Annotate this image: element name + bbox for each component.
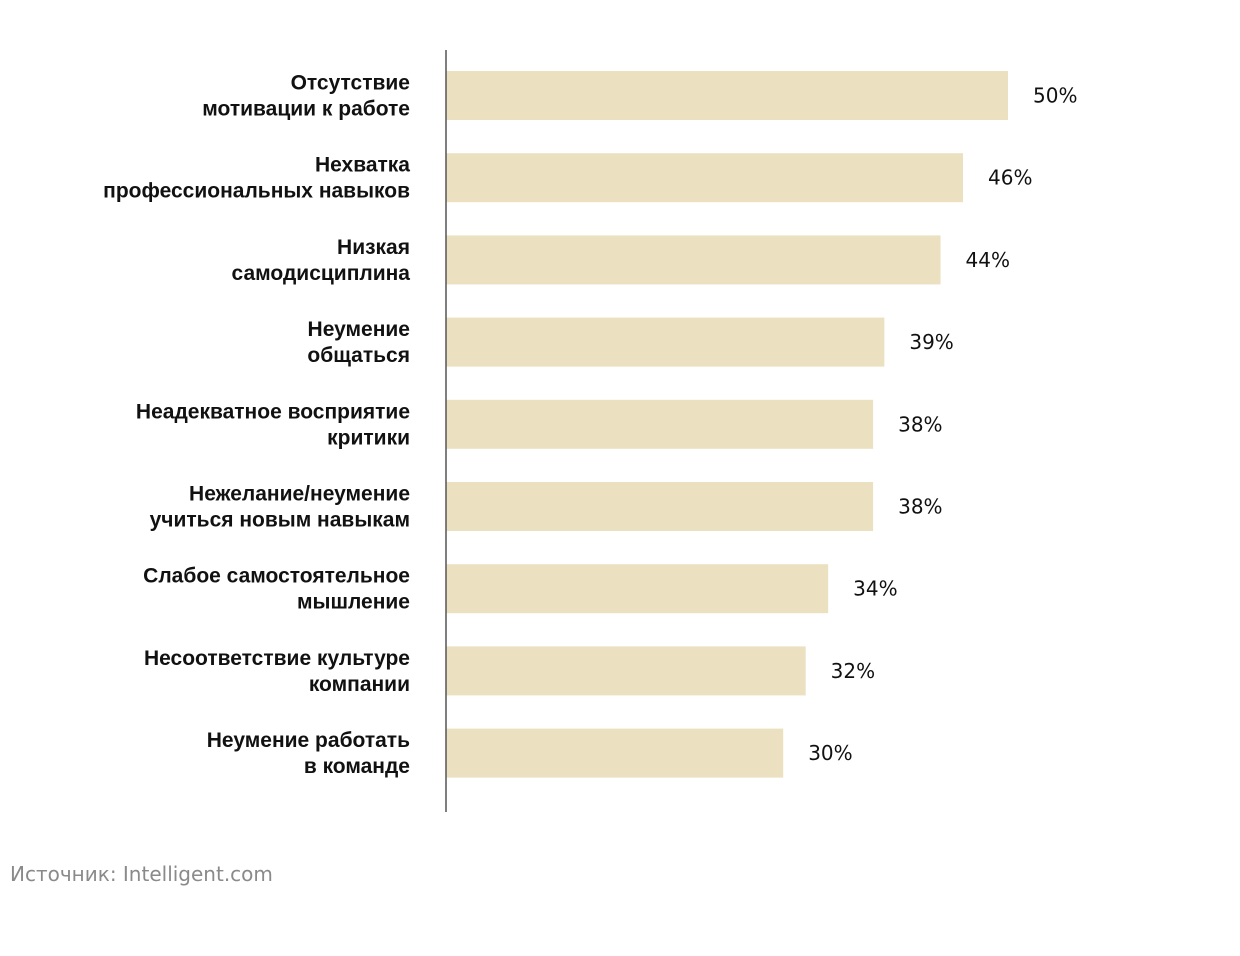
bar	[446, 728, 784, 778]
bar	[446, 317, 885, 367]
data-label: 39%	[909, 330, 953, 354]
data-label: 30%	[808, 741, 852, 765]
category-label: Отсутствие мотивации к работе	[202, 71, 410, 120]
category-label-line: Нехватка	[315, 153, 410, 176]
category-label-line: мышление	[297, 590, 410, 613]
bar-chart: 50% Отсутствие мотивации к работе 46% Нехват…	[103, 50, 1077, 812]
category-label-line: Несоответствие культуре	[144, 646, 410, 669]
category-label-line: самодисциплина	[232, 261, 411, 284]
data-label: 50%	[1033, 84, 1077, 108]
bar	[446, 646, 806, 696]
data-label: 38%	[898, 495, 942, 519]
bar	[446, 564, 829, 614]
bar	[446, 399, 874, 449]
chart-canvas: 50% Отсутствие мотивации к работе 46% Нехват…	[103, 50, 1077, 812]
category-label-line: мотивации к работе	[202, 97, 410, 120]
category-label-line: в команде	[304, 755, 410, 778]
category-label-line: компании	[309, 672, 410, 695]
category-label-line: Слабое самостоятельное	[143, 564, 410, 587]
category-label: Неадекватное восприятие критики	[136, 400, 410, 449]
data-label: 38%	[898, 412, 942, 436]
category-label-line: Неумение	[308, 318, 410, 341]
bar	[446, 153, 964, 203]
category-label-line: Отсутствие	[291, 71, 410, 94]
category-label: Неумение работать в команде	[207, 729, 410, 778]
category-label: Нежелание/неумение учиться новым навыкам	[150, 482, 410, 531]
data-label: 46%	[988, 166, 1032, 190]
category-label-line: Низкая	[337, 235, 410, 258]
category-label-line: учиться новым навыкам	[150, 508, 410, 531]
category-label: Неумение общаться	[307, 318, 410, 367]
category-label-line: критики	[327, 426, 410, 449]
category-label-line: Неумение работать	[207, 729, 410, 752]
data-label: 44%	[966, 248, 1010, 272]
category-label-line: профессиональных навыков	[103, 179, 410, 202]
category-label: Нехватка профессиональных навыков	[103, 153, 410, 202]
category-label-line: общаться	[307, 344, 410, 367]
bar	[446, 482, 874, 531]
source-note: Источник: Intelligent.com	[10, 862, 273, 886]
category-label: Низкая самодисциплина	[232, 235, 411, 284]
category-label-line: Неадекватное восприятие	[136, 400, 410, 423]
category-label: Слабое самостоятельное мышление	[143, 564, 410, 613]
bar	[446, 71, 1008, 120]
category-label-line: Нежелание/неумение	[189, 482, 410, 505]
data-label: 32%	[831, 659, 875, 683]
data-label: 34%	[853, 577, 897, 601]
bar	[446, 235, 941, 285]
category-label: Несоответствие культуре компании	[144, 646, 410, 695]
